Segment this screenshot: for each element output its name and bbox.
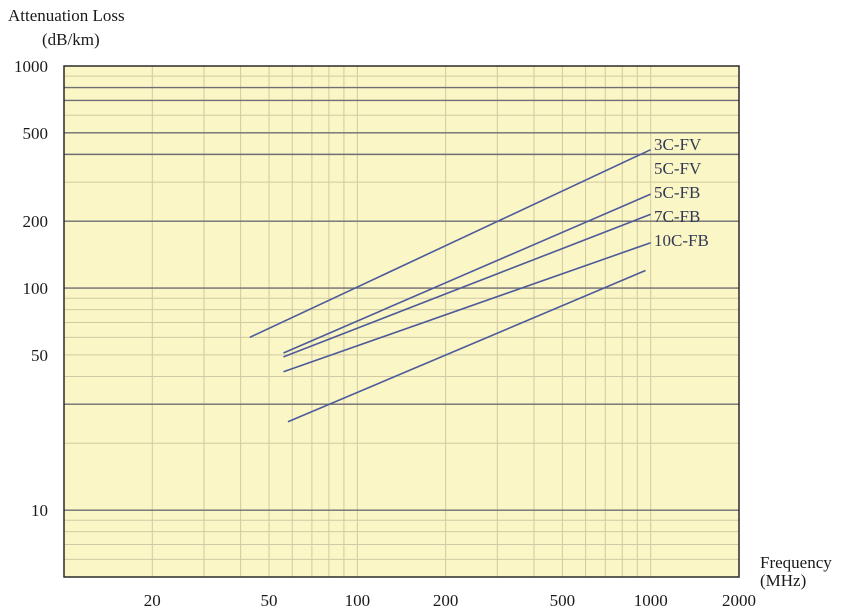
series-line-5c-fv	[283, 193, 652, 354]
y-tick-label: 200	[23, 212, 49, 231]
series-line-10c-fb	[287, 269, 646, 423]
plot-frame	[63, 65, 740, 578]
x-tick-label: 20	[144, 591, 161, 610]
x-tick-label: 500	[550, 591, 576, 610]
series-line-3c-fv	[249, 148, 652, 339]
y-tick-label: 100	[23, 279, 49, 298]
x-tick-label: 100	[345, 591, 371, 610]
x-tick-labels: 20 50 100 200 500 1000 2000	[144, 591, 756, 610]
series-labels: 3C-FV 5C-FV 5C-FB 7C-FB 10C-FB	[654, 135, 709, 250]
plot-area	[64, 66, 739, 577]
grid-lines	[64, 66, 739, 577]
y-tick-label: 10	[31, 501, 48, 520]
x-tick-label: 2000	[722, 591, 756, 610]
y-tick-label: 500	[23, 124, 49, 143]
y-tick-labels: 1000 500 200 100 50 10	[14, 57, 48, 520]
x-axis-title-line1: Frequency	[760, 553, 832, 572]
y-tick-label: 50	[31, 346, 48, 365]
series-label-5c-fb: 5C-FB	[654, 183, 700, 202]
series-line-5c-fb	[283, 213, 651, 358]
y-axis-title-line1: Attenuation Loss	[8, 6, 125, 25]
x-tick-label: 50	[261, 591, 278, 610]
series-lines	[249, 148, 652, 423]
series-label-3c-fv: 3C-FV	[654, 135, 702, 154]
x-tick-label: 200	[433, 591, 459, 610]
y-tick-label: 1000	[14, 57, 48, 76]
series-label-10c-fb: 10C-FB	[654, 231, 709, 250]
series-line-7c-fb	[283, 241, 651, 373]
x-axis-title-line2: (MHz)	[760, 571, 806, 590]
series-label-5c-fv: 5C-FV	[654, 159, 702, 178]
series-label-7c-fb: 7C-FB	[654, 207, 700, 226]
y-axis-title-line2: (dB/km)	[42, 30, 100, 49]
x-tick-label: 1000	[634, 591, 668, 610]
